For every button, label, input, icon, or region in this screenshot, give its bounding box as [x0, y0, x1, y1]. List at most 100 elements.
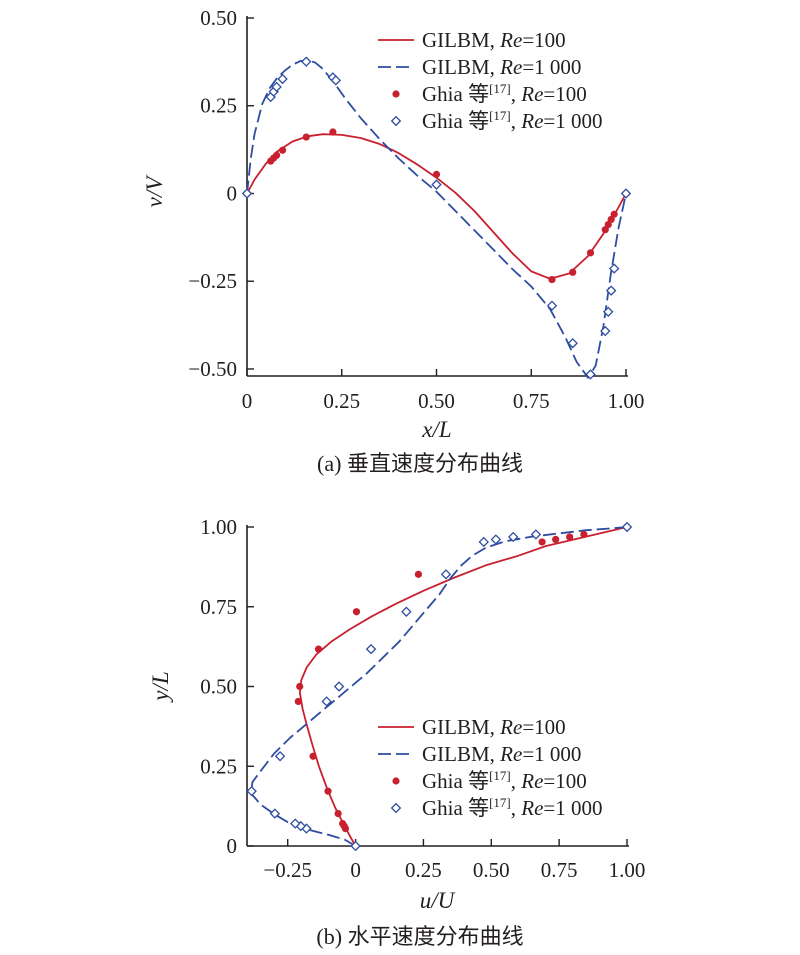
- data-point-ghia-re1000: [246, 785, 257, 797]
- legend-label-sup: [17]: [489, 768, 511, 783]
- data-point-ghia-re1000: [585, 369, 596, 380]
- y-tick-label: 0.25: [200, 94, 237, 118]
- legend-label-pre: Ghia 等: [422, 796, 489, 820]
- legend-label-mid: ,: [511, 769, 522, 793]
- legend-label-it: Re: [499, 742, 522, 766]
- legend-label-mid: ,: [511, 82, 522, 106]
- legend-label-mid: ,: [511, 796, 522, 820]
- data-point-ghia-re100: [314, 645, 323, 653]
- data-point-ghia-re1000: [478, 536, 489, 548]
- legend-label-it: Re: [499, 55, 522, 79]
- data-point-ghia-re1000: [621, 521, 633, 533]
- legend-label-post: =1 000: [543, 796, 602, 820]
- legend-label-post: =1 000: [522, 742, 581, 766]
- legend-label-pre: Ghia 等: [422, 82, 489, 106]
- data-point-ghia-re1000: [507, 531, 519, 543]
- legend-label: GILBM, Re=1 000: [422, 55, 581, 79]
- x-tick-label: 0.50: [418, 389, 455, 413]
- legend-label-it: Re: [520, 769, 543, 793]
- data-point-ghia-re1000: [620, 188, 632, 199]
- data-point-ghia-re1000: [333, 681, 345, 692]
- legend-label-post: =100: [522, 715, 565, 739]
- data-point-ghia-re1000: [608, 263, 620, 274]
- x-tick-label: 0: [242, 389, 253, 413]
- x-axis-label: u/U: [420, 888, 456, 913]
- y-tick-label: 0: [227, 181, 238, 205]
- data-point-ghia-re1000: [490, 534, 502, 545]
- y-axis-label: y/L: [148, 671, 173, 702]
- legend-label: Ghia 等[17], Re=100: [422, 81, 587, 106]
- legend-label: Ghia 等[17], Re=100: [422, 768, 587, 793]
- y-tick-label: 0.50: [200, 675, 237, 699]
- legend-label-post: =100: [522, 28, 565, 52]
- legend-label-pre: GILBM,: [422, 715, 500, 739]
- legend-label-it: Re: [520, 796, 543, 820]
- y-tick-label: 0: [227, 834, 238, 858]
- data-point-ghia-re100: [580, 530, 588, 539]
- data-point-ghia-re100: [296, 682, 304, 691]
- data-point-ghia-re1000: [350, 840, 361, 852]
- x-tick-label: 1.00: [609, 858, 646, 882]
- data-point-ghia-re1000: [290, 818, 301, 829]
- data-point-ghia-re100: [586, 249, 595, 257]
- legend-diamond-swatch: [390, 802, 402, 814]
- x-tick-label: 0.50: [473, 858, 510, 882]
- data-point-ghia-re1000: [546, 300, 558, 311]
- data-point-ghia-re1000: [277, 73, 288, 85]
- legend-diamond-swatch: [390, 115, 402, 127]
- data-point-ghia-re1000: [603, 306, 614, 318]
- series-line-re1000: [246, 59, 627, 379]
- y-tick-label: 0.75: [200, 595, 237, 619]
- data-point-ghia-re100: [552, 535, 560, 544]
- data-point-ghia-re1000: [330, 75, 342, 86]
- y-tick-label: 1.00: [200, 515, 237, 539]
- chart-a-vertical-velocity: 0 0.25 0.50 0.75 1.00 0.50 0.25 0 −0.25 −0.50 x/L v…: [142, 6, 644, 476]
- y-axis-label: v/V: [142, 174, 167, 208]
- data-point-ghia-re1000: [605, 285, 617, 296]
- legend-label: GILBM, Re=100: [422, 715, 566, 739]
- data-point-ghia-re1000: [401, 606, 412, 617]
- data-point-ghia-re1000: [274, 751, 286, 762]
- x-tick-label: −0.25: [263, 858, 312, 882]
- legend-label-mid: ,: [511, 109, 522, 133]
- y-tick-label: 0.50: [200, 6, 237, 30]
- data-point-ghia-re1000: [271, 81, 282, 93]
- data-point-ghia-re100: [566, 533, 574, 541]
- data-point-ghia-re100: [294, 697, 302, 706]
- data-point-ghia-re100: [569, 268, 577, 276]
- legend-label-post: =1 000: [543, 109, 602, 133]
- data-point-ghia-re100: [352, 608, 361, 616]
- data-point-ghia-re1000: [440, 569, 452, 580]
- legend-label-pre: Ghia 等: [422, 109, 489, 133]
- x-tick-label: 0.25: [405, 858, 442, 882]
- legend-label-pre: GILBM,: [422, 28, 500, 52]
- data-point-ghia-re100: [324, 787, 332, 795]
- data-point-ghia-re100: [339, 819, 347, 828]
- legend-label-post: =100: [543, 82, 586, 106]
- legend-dot-swatch: [392, 90, 400, 98]
- data-point-ghia-re100: [432, 170, 441, 178]
- legend-label-post: =1 000: [522, 55, 581, 79]
- data-point-ghia-re1000: [530, 529, 542, 540]
- data-point-ghia-re100: [309, 752, 317, 760]
- x-tick-label: 0.25: [323, 389, 360, 413]
- legend-label-sup: [17]: [489, 81, 511, 96]
- y-tick-label: −0.50: [188, 357, 237, 381]
- legend-label-post: =100: [543, 769, 586, 793]
- data-point-ghia-re100: [302, 133, 310, 141]
- data-point-ghia-re100: [329, 128, 337, 136]
- legend-dot-swatch: [392, 777, 400, 785]
- data-point-ghia-re1000: [241, 188, 253, 199]
- legend-label-sup: [17]: [489, 108, 511, 123]
- x-tick-label: 0.75: [541, 858, 578, 882]
- x-tick-label: 0.75: [513, 389, 550, 413]
- x-axis-label: x/L: [421, 417, 451, 442]
- y-tick-label: 0.25: [200, 754, 237, 778]
- legend-label-it: Re: [520, 109, 543, 133]
- chart-caption: (b) 水平速度分布曲线: [316, 924, 523, 949]
- data-point-ghia-re1000: [301, 56, 312, 67]
- series-line-re1000: [250, 526, 628, 847]
- x-tick-label: 1.00: [608, 389, 645, 413]
